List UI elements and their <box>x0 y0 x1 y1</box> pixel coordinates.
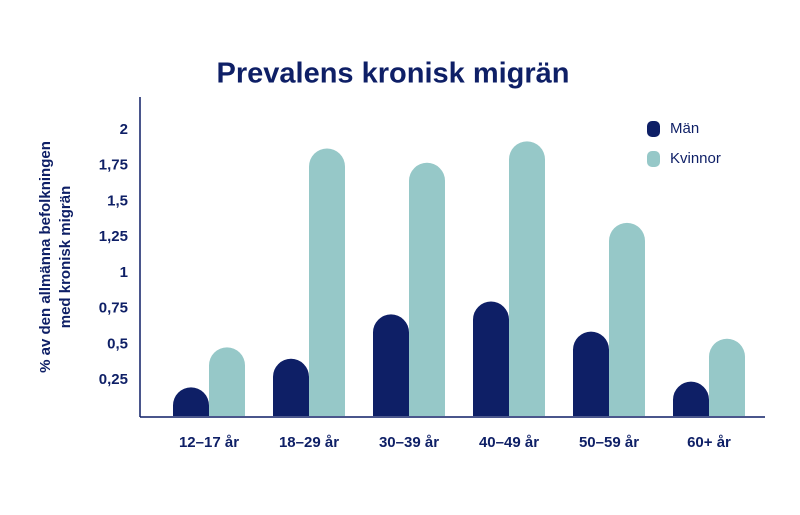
bar <box>209 347 245 416</box>
bar <box>609 222 645 416</box>
bar <box>173 387 209 416</box>
bar <box>409 162 445 416</box>
bar <box>473 301 509 416</box>
y-tick-label: 1,75 <box>99 157 128 174</box>
y-tick-label: 0,25 <box>99 371 128 388</box>
y-tick-label: 2 <box>120 121 128 138</box>
legend-label: Män <box>670 120 699 137</box>
bar <box>709 338 745 416</box>
bar <box>309 148 345 417</box>
bar <box>673 381 709 416</box>
legend-label: Kvinnor <box>670 150 721 167</box>
bar <box>509 141 545 417</box>
bar <box>273 358 309 416</box>
x-tick-label: 60+ år <box>687 434 731 451</box>
bar <box>373 314 410 416</box>
y-tick-label: 1 <box>120 264 128 281</box>
y-tick-label: 1,5 <box>107 192 128 209</box>
legend-marker <box>647 151 660 167</box>
bar <box>573 331 609 416</box>
legend-marker <box>647 121 660 137</box>
x-tick-label: 30–39 år <box>379 434 439 451</box>
x-tick-label: 40–49 år <box>479 434 539 451</box>
x-tick-label: 50–59 år <box>579 434 639 451</box>
x-tick-label: 12–17 år <box>179 434 239 451</box>
y-tick-label: 0,5 <box>107 335 128 352</box>
y-tick-label: 0,75 <box>99 300 128 317</box>
y-axis-label: med kronisk migrän <box>57 186 74 329</box>
y-axis-label: % av den allmänna befolkningen <box>37 141 54 373</box>
y-tick-label: 1,25 <box>99 228 128 245</box>
x-tick-label: 18–29 år <box>279 434 339 451</box>
chart-title: Prevalens kronisk migrän <box>217 58 570 90</box>
